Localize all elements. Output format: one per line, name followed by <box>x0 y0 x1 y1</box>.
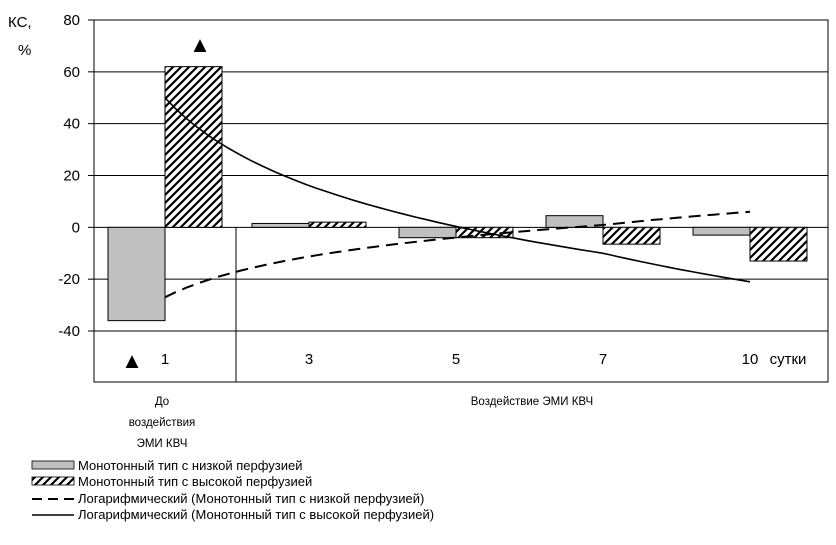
bars <box>107 66 808 322</box>
bar-low-perfusion-10 <box>692 226 751 236</box>
y-tick-label: 80 <box>63 12 80 29</box>
x-tick-label: 3 <box>305 351 313 368</box>
bar-low-perfusion-1 <box>107 226 166 322</box>
legend-label-1: Монотонный тип с низкой перфузией <box>78 458 303 473</box>
x-tick-label: 1 <box>161 351 169 368</box>
legend-swatch-hatched <box>31 476 75 486</box>
marker-triangle-top: ▲ <box>189 32 211 57</box>
group-label-before-2: воздействия <box>129 417 196 429</box>
bar-low-perfusion-7 <box>545 215 604 228</box>
y-tick-label: -40 <box>58 323 80 340</box>
plot-area-border <box>93 19 829 383</box>
bar-high-perfusion-1 <box>164 66 223 228</box>
y-axis-label-line1: КС, <box>8 14 32 31</box>
x-tick-label: 5 <box>452 351 460 368</box>
bar-high-perfusion-10 <box>749 226 808 262</box>
x-tick-label: 7 <box>599 351 607 368</box>
legend-swatch-gray <box>31 460 75 470</box>
unit-label: сутки <box>770 351 807 368</box>
group-label-after: Воздействие ЭМИ КВЧ <box>471 396 593 408</box>
group-label-before-3: ЭМИ КВЧ <box>137 438 188 450</box>
legend-label-2: Монотонный тип с высокой перфузией <box>78 474 312 489</box>
y-tick-label: 20 <box>63 168 80 185</box>
bar-low-perfusion-3 <box>251 222 310 228</box>
trendlines <box>164 97 751 299</box>
category-labels: 1 3 5 7 10 <box>161 351 759 368</box>
legend-label-3: Логарифмический (Монотонный тип с низкой… <box>78 491 424 506</box>
group-label-before-1: До <box>155 396 169 408</box>
y-tick-label: -20 <box>58 271 80 288</box>
trendline-high-perfusion <box>164 97 751 283</box>
y-axis-label-line2: % <box>18 42 31 59</box>
y-tick-label: 40 <box>63 116 80 133</box>
y-tick-label: 0 <box>72 219 80 236</box>
x-tick-label: 10 <box>742 351 759 368</box>
marker-triangle-bottom: ▲ <box>121 348 143 373</box>
legend: Монотонный тип с низкой перфузией Моното… <box>31 458 434 522</box>
bar-high-perfusion-3 <box>308 221 367 228</box>
bar-low-perfusion-5 <box>398 226 457 239</box>
trendline-low-perfusion <box>164 210 751 299</box>
y-tick-labels: 80 60 40 20 0 -20 -40 <box>58 12 80 340</box>
legend-label-4: Логарифмический (Монотонный тип с высоко… <box>78 507 434 522</box>
bar-high-perfusion-7 <box>602 226 661 245</box>
y-tick-label: 60 <box>63 64 80 81</box>
